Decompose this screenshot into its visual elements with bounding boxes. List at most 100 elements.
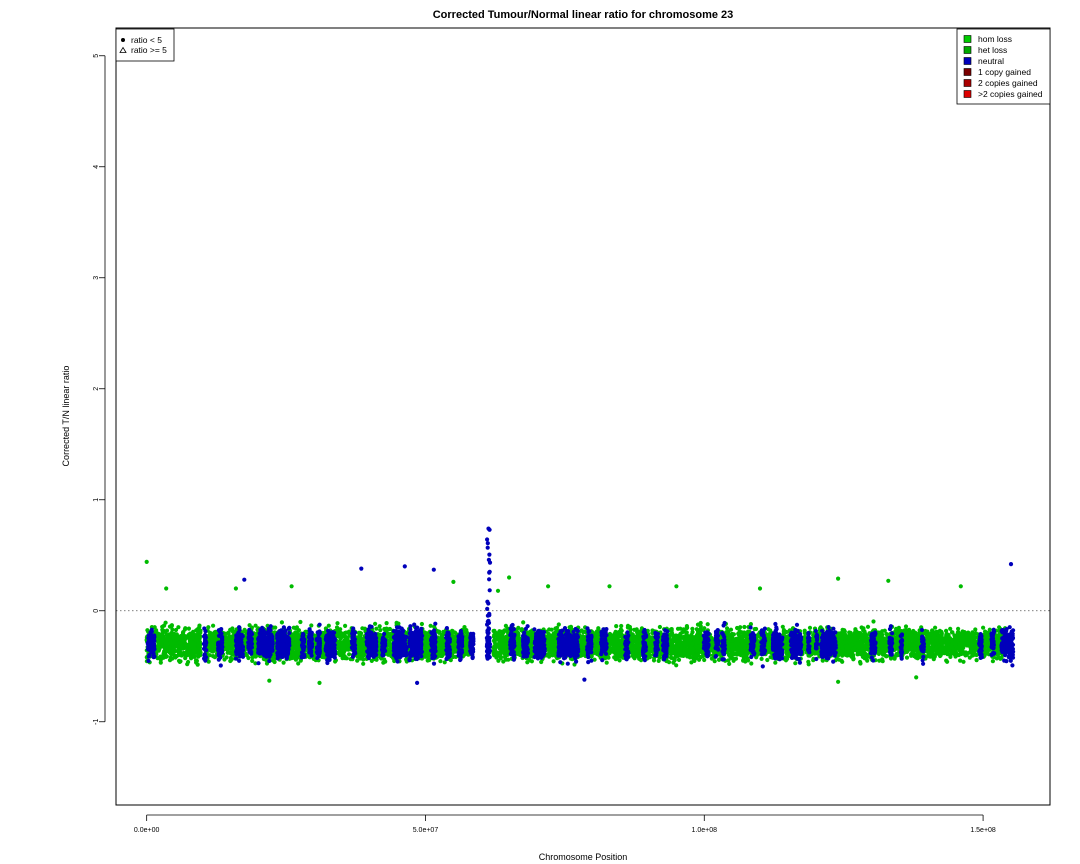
data-point	[355, 658, 360, 663]
data-point	[273, 625, 278, 630]
data-point	[242, 629, 247, 634]
data-point	[377, 624, 382, 629]
data-point	[343, 623, 348, 629]
data-point	[439, 647, 444, 652]
data-point	[296, 661, 301, 666]
data-point	[189, 649, 194, 654]
data-point	[253, 661, 258, 666]
data-point	[462, 625, 467, 630]
data-point	[742, 624, 747, 630]
data-point	[525, 660, 530, 665]
data-point	[212, 655, 217, 660]
data-point	[394, 620, 399, 626]
data-point	[193, 638, 198, 643]
data-point	[428, 623, 433, 628]
data-point	[193, 658, 199, 663]
data-point	[281, 660, 286, 665]
data-point	[345, 636, 350, 641]
data-point	[293, 631, 298, 636]
data-point	[172, 653, 177, 658]
data-point	[425, 655, 430, 660]
data-point	[496, 658, 501, 663]
data-point	[341, 632, 346, 637]
data-point	[230, 629, 235, 634]
data-point	[226, 637, 231, 643]
data-point	[807, 625, 813, 630]
data-point	[904, 655, 910, 660]
data-point	[186, 626, 191, 631]
data-point	[170, 627, 175, 632]
data-point	[326, 623, 331, 628]
data-point	[675, 626, 681, 631]
data-point	[188, 635, 193, 640]
data-point	[773, 660, 778, 665]
data-point	[176, 625, 181, 630]
data-point	[171, 635, 176, 640]
data-point	[162, 654, 167, 659]
data-point	[197, 634, 202, 639]
data-point	[159, 641, 164, 646]
data-point	[442, 660, 447, 665]
data-point	[293, 653, 298, 658]
data-point	[160, 624, 165, 629]
data-point	[230, 643, 235, 648]
data-point	[604, 660, 609, 665]
data-point	[657, 624, 663, 630]
data-point	[450, 629, 455, 634]
data-point	[191, 629, 196, 634]
data-point	[425, 658, 430, 663]
data-point	[539, 659, 544, 665]
data-point	[172, 638, 177, 643]
data-point	[189, 656, 194, 661]
data-point	[439, 633, 444, 638]
data-point	[437, 629, 442, 634]
data-point	[196, 630, 201, 636]
data-point	[177, 640, 182, 645]
data-point	[291, 625, 296, 630]
data-point	[172, 631, 177, 637]
data-point	[294, 645, 300, 650]
data-point	[223, 631, 228, 636]
data-point	[197, 648, 202, 653]
data-point	[145, 628, 150, 633]
data-point	[163, 629, 168, 635]
data-point	[385, 627, 390, 632]
data-point	[360, 626, 365, 631]
data-point	[614, 624, 619, 629]
data-point	[361, 661, 366, 666]
data-point	[173, 648, 178, 653]
data-point	[279, 620, 284, 625]
data-point	[168, 646, 173, 651]
data-point	[213, 631, 218, 636]
data-point	[154, 628, 159, 633]
data-point	[378, 628, 383, 633]
data-point	[358, 655, 363, 660]
data-point	[185, 662, 190, 667]
data-point	[184, 643, 189, 648]
chart-title: Corrected Tumour/Normal linear ratio for…	[433, 9, 734, 21]
data-point	[551, 659, 556, 664]
data-point	[359, 631, 364, 636]
data-point	[206, 625, 211, 630]
data-point	[168, 655, 173, 660]
data-point	[178, 645, 183, 650]
data-point	[183, 656, 188, 661]
data-point	[342, 643, 347, 648]
data-point	[320, 653, 325, 659]
data-point	[253, 623, 258, 628]
data-point	[463, 645, 468, 650]
data-point	[529, 659, 535, 664]
data-point	[164, 643, 169, 648]
data-point	[335, 621, 340, 626]
data-point	[228, 650, 233, 655]
data-point	[347, 652, 352, 657]
data-point	[298, 658, 303, 663]
data-point	[384, 621, 389, 626]
data-point	[439, 653, 445, 659]
data-point	[357, 647, 362, 652]
data-point	[424, 640, 429, 646]
data-point	[183, 626, 188, 631]
data-point	[178, 659, 183, 664]
data-point	[765, 657, 770, 663]
